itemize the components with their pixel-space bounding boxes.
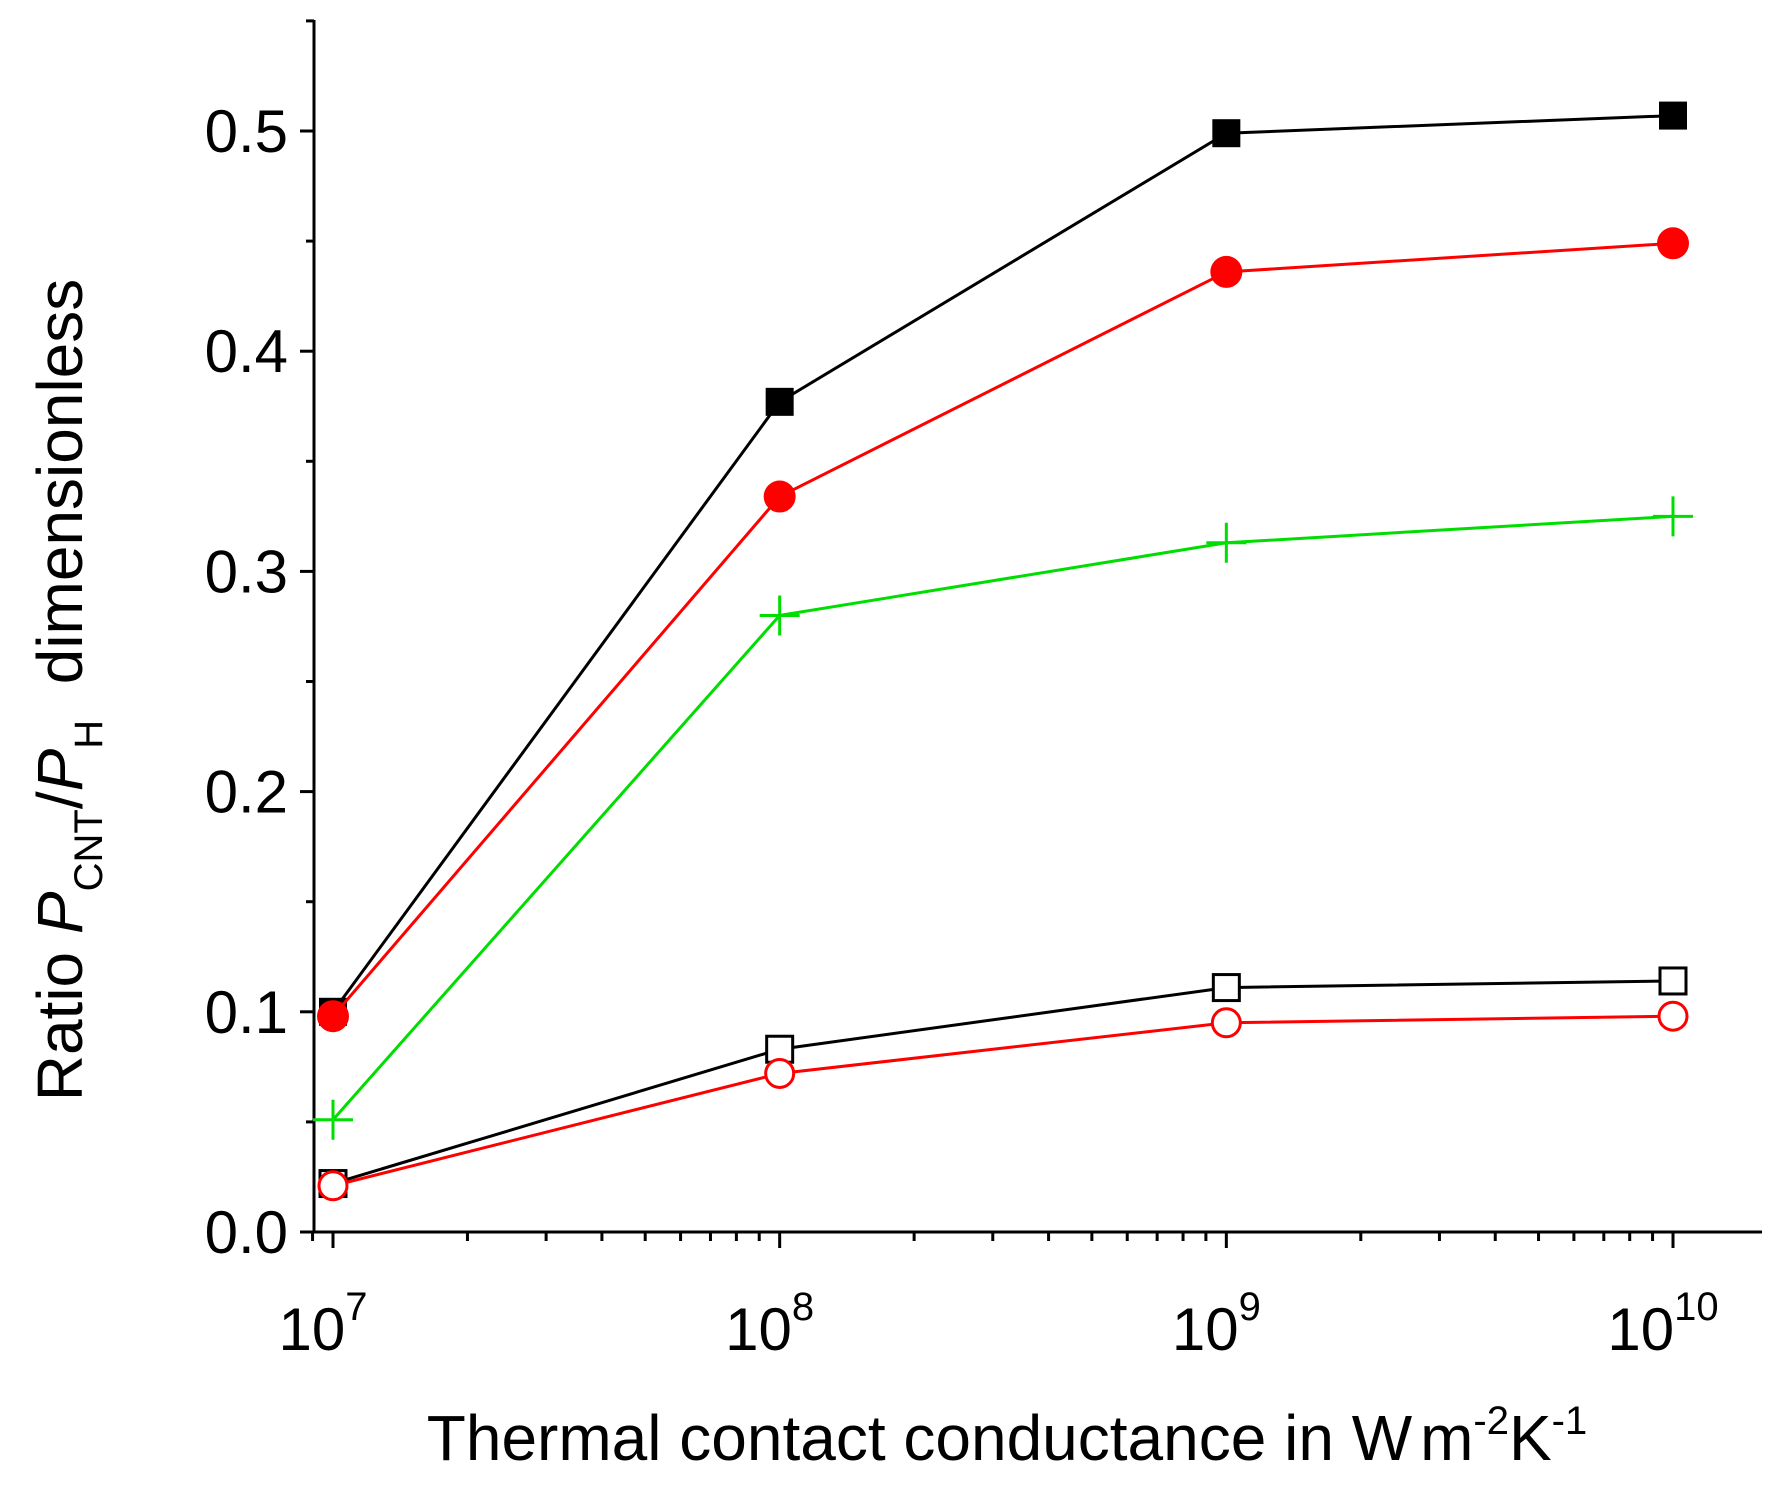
series-filled-circle bbox=[317, 227, 1689, 1033]
y-tick-label: 0.4 bbox=[205, 318, 288, 385]
y-tick-label: 0.2 bbox=[205, 759, 288, 826]
y-axis-sub2: H bbox=[67, 720, 111, 749]
x-axis-unit-m: m bbox=[1420, 1402, 1473, 1474]
y-axis-p1: P bbox=[24, 891, 96, 934]
data-point bbox=[1210, 1007, 1242, 1039]
series-filled-square bbox=[319, 101, 1687, 1026]
data-point bbox=[1658, 966, 1688, 996]
series-group bbox=[313, 101, 1693, 1202]
y-axis-slash: / bbox=[24, 791, 96, 809]
series-plus bbox=[313, 496, 1693, 1140]
data-point bbox=[759, 595, 800, 636]
data-point bbox=[1212, 119, 1241, 148]
x-axis-exp2: -1 bbox=[1552, 1399, 1588, 1443]
series-open-square bbox=[318, 966, 1688, 1199]
data-point bbox=[763, 480, 796, 513]
data-point bbox=[1659, 101, 1687, 130]
x-axis-title-text: Thermal contact conductance in W bbox=[427, 1402, 1413, 1474]
x-tick-label: 107 bbox=[279, 1285, 368, 1363]
x-ticks: 107 108 109 1010 bbox=[279, 1232, 1719, 1363]
data-point bbox=[1206, 522, 1247, 563]
x-axis-exp1: -2 bbox=[1473, 1399, 1509, 1443]
x-tick-label: 108 bbox=[725, 1285, 814, 1363]
x-tick-base: 10 bbox=[725, 1296, 792, 1363]
x-axis-unit-k: K bbox=[1509, 1402, 1552, 1474]
data-point bbox=[1210, 255, 1243, 288]
series-line bbox=[331, 241, 1674, 1018]
data-point bbox=[765, 387, 794, 416]
x-tick-label: 1010 bbox=[1607, 1285, 1718, 1363]
x-tick-exp: 9 bbox=[1239, 1285, 1261, 1329]
x-tick-label: 109 bbox=[1172, 1285, 1261, 1363]
data-point bbox=[1653, 496, 1693, 537]
series-line bbox=[332, 979, 1674, 1185]
y-axis-sub1: CNT bbox=[67, 809, 111, 891]
y-axis-title: Ratio PCNT/PH dimensionless bbox=[24, 279, 111, 1102]
x-tick-base: 10 bbox=[1607, 1296, 1674, 1363]
y-axis-p2: P bbox=[24, 748, 96, 791]
x-tick-exp: 8 bbox=[792, 1285, 814, 1329]
y-tick-label: 0.3 bbox=[205, 538, 288, 605]
y-tick-label: 0.5 bbox=[205, 98, 288, 165]
x-tick-exp: 7 bbox=[345, 1285, 367, 1329]
data-point bbox=[313, 1099, 353, 1140]
data-point bbox=[764, 1057, 796, 1089]
x-tick-exp: 10 bbox=[1674, 1285, 1719, 1329]
x-tick-base: 10 bbox=[1172, 1296, 1239, 1363]
series-line bbox=[331, 114, 1674, 1013]
series-open-circle bbox=[317, 1000, 1689, 1202]
data-point bbox=[1657, 1000, 1689, 1032]
data-point bbox=[1657, 227, 1689, 260]
data-point bbox=[765, 1034, 795, 1064]
x-tick-base: 10 bbox=[279, 1296, 346, 1363]
data-point bbox=[317, 1000, 349, 1033]
data-point bbox=[317, 1170, 349, 1202]
y-tick-label: 0.1 bbox=[205, 979, 288, 1046]
y-ticks: 0.0 0.1 0.2 0.3 0.4 0.5 bbox=[205, 19, 314, 1266]
axes bbox=[312, 20, 1762, 1234]
y-axis-suffix: dimensionless bbox=[24, 279, 96, 720]
series-line bbox=[332, 1014, 1674, 1188]
series-line bbox=[331, 514, 1674, 1121]
data-point bbox=[1211, 973, 1241, 1003]
y-tick-label: 0.0 bbox=[205, 1199, 288, 1266]
y-axis-prefix: Ratio bbox=[24, 934, 96, 1101]
